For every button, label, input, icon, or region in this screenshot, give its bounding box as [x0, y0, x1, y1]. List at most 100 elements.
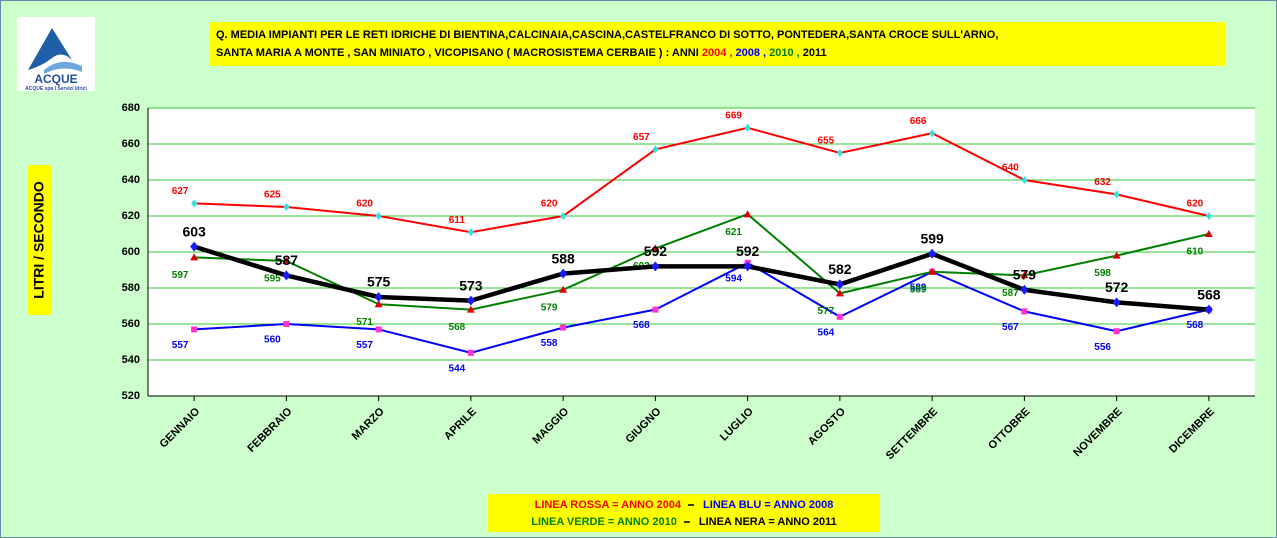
title-year: 2004 , — [702, 47, 733, 59]
data-label: 589 — [910, 284, 927, 295]
data-label: 657 — [633, 132, 650, 143]
data-label: 575 — [367, 274, 391, 290]
data-label: 564 — [818, 327, 835, 338]
data-label: 599 — [920, 231, 944, 247]
chart-title: Q. MEDIA IMPIANTI PER LE RETI IDRICHE DI… — [216, 29, 998, 41]
legend-entry: LINEA VERDE = ANNO 2010 — [531, 516, 677, 528]
legend-box — [488, 494, 880, 532]
marker — [559, 268, 568, 279]
data-label: 587 — [1002, 288, 1019, 299]
data-label: 632 — [1094, 177, 1111, 188]
marker — [191, 199, 198, 208]
y-axis-label: LITRI / SECONDO — [31, 181, 47, 299]
marker — [190, 253, 199, 261]
y-tick-label: 640 — [122, 174, 140, 186]
marker — [835, 279, 844, 290]
y-tick-label: 540 — [122, 354, 140, 366]
data-label: 568 — [1187, 320, 1204, 331]
legend-entry: LINEA NERA = ANNO 2011 — [699, 516, 837, 528]
y-tick-label: 520 — [122, 390, 140, 402]
title-year: 2011 — [800, 47, 827, 59]
marker — [1021, 308, 1028, 315]
title-text: SANTA MARIA A MONTE , SAN MINIATO , VICO… — [216, 47, 702, 59]
marker — [652, 306, 659, 313]
chart-title: SANTA MARIA A MONTE , SAN MINIATO , VICO… — [216, 47, 827, 59]
data-label: 655 — [818, 136, 835, 147]
marker — [1021, 176, 1028, 184]
data-label: 567 — [1002, 322, 1019, 333]
marker — [1112, 251, 1121, 259]
marker — [467, 228, 474, 237]
marker — [928, 267, 937, 275]
marker — [744, 123, 751, 132]
title-year: 2008 , — [732, 47, 766, 59]
marker — [466, 305, 475, 313]
y-tick-label: 580 — [122, 282, 140, 294]
data-label: 592 — [644, 243, 668, 259]
y-tick-label: 680 — [122, 102, 140, 114]
marker — [651, 261, 660, 272]
logo-tagline: ACQUE spa I Servizi Idrici — [25, 86, 87, 92]
marker — [1113, 328, 1120, 335]
y-tick-label: 620 — [122, 210, 140, 222]
data-label: 557 — [356, 340, 373, 351]
data-label: 560 — [264, 335, 281, 346]
marker — [190, 241, 199, 252]
legend-entry: LINEA ROSSA = ANNO 2004 — [535, 499, 682, 511]
data-label: 587 — [275, 252, 299, 268]
data-label: 556 — [1094, 342, 1111, 353]
data-label: 625 — [264, 190, 281, 201]
data-label: 568 — [1197, 286, 1221, 302]
series-line — [194, 213, 1210, 311]
data-label: 620 — [356, 199, 373, 210]
data-label: 627 — [172, 186, 189, 197]
data-label: 595 — [264, 274, 281, 285]
data-label: 611 — [449, 215, 466, 226]
data-label: 588 — [551, 250, 575, 266]
data-label: 610 — [1187, 247, 1204, 258]
marker — [374, 300, 383, 308]
marker — [652, 145, 659, 154]
marker — [191, 326, 198, 333]
marker — [835, 289, 844, 297]
marker — [283, 203, 290, 211]
data-label: 589 — [910, 282, 927, 293]
data-label: 592 — [736, 243, 760, 259]
data-label: 621 — [725, 227, 742, 238]
data-label: 582 — [828, 261, 852, 277]
y-tick-label: 560 — [122, 318, 140, 330]
data-label: 579 — [1013, 267, 1037, 283]
marker — [283, 321, 290, 327]
data-label: 640 — [1002, 163, 1019, 174]
data-label: 577 — [818, 306, 835, 317]
marker — [1204, 304, 1213, 315]
data-label: 568 — [449, 322, 466, 333]
marker — [836, 313, 843, 320]
marker — [375, 326, 382, 333]
marker — [929, 129, 936, 138]
marker — [467, 349, 474, 356]
y-tick-label: 660 — [122, 138, 140, 150]
marker — [374, 292, 383, 302]
data-label: 669 — [725, 110, 742, 121]
marker — [1112, 297, 1121, 308]
marker — [1020, 284, 1029, 295]
marker — [1205, 212, 1212, 220]
y-tick-label: 600 — [122, 246, 140, 258]
logo-name: ACQUE — [34, 72, 77, 86]
data-label: 579 — [541, 302, 558, 313]
legend-entry: LINEA BLU = ANNO 2008 — [703, 499, 833, 511]
data-label: 666 — [910, 116, 927, 127]
data-label: 573 — [459, 277, 483, 293]
title-box — [210, 22, 1225, 66]
data-label: 568 — [633, 320, 650, 331]
data-label: 594 — [725, 273, 742, 284]
marker — [743, 210, 752, 218]
marker — [1020, 271, 1029, 279]
series-line — [194, 126, 1210, 234]
series-line — [194, 261, 1210, 354]
legend: LINEA VERDE = ANNO 2010 LINEA NERA = ANNO… — [531, 516, 836, 528]
marker — [282, 257, 291, 264]
marker — [466, 295, 475, 306]
